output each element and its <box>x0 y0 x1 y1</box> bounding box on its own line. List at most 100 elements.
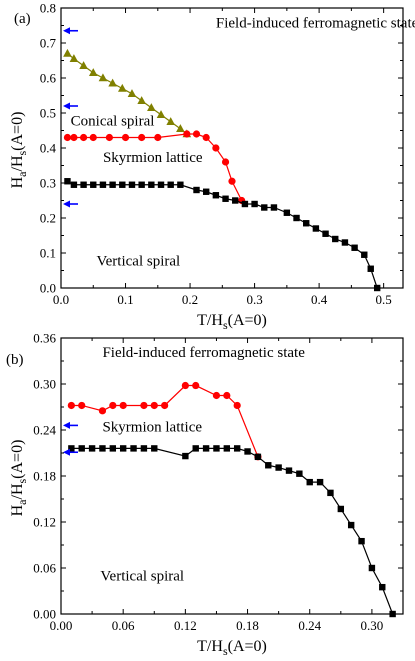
y-tick-label: 0.2 <box>40 211 56 226</box>
y-tick-label: 0.7 <box>40 36 57 51</box>
data-point <box>119 401 127 410</box>
data-point <box>67 401 75 410</box>
data-point <box>241 200 249 208</box>
data-point <box>98 73 108 82</box>
data-point <box>147 103 156 111</box>
data-point <box>151 445 158 452</box>
data-point <box>192 445 199 452</box>
data-point <box>265 462 272 469</box>
data-point <box>202 445 210 452</box>
x-tick-label: 0.4 <box>311 292 328 307</box>
y-tick-label: 0.1 <box>40 246 56 261</box>
left-arrow-icon <box>63 448 70 456</box>
data-point <box>351 244 358 251</box>
y-tick-label: 0.36 <box>33 331 56 346</box>
data-point <box>244 448 251 455</box>
data-point <box>140 401 148 410</box>
data-point <box>358 537 365 545</box>
panel-label: (b) <box>6 352 24 368</box>
data-point <box>69 54 79 62</box>
data-point <box>202 188 210 195</box>
data-point <box>283 209 291 216</box>
data-point <box>337 505 345 513</box>
data-point <box>379 583 386 591</box>
x-tick-label: 0.12 <box>174 618 197 633</box>
region-annotation: Vertical spiral <box>100 568 184 584</box>
data-point <box>89 133 97 142</box>
data-point <box>223 391 231 400</box>
data-point <box>182 452 189 460</box>
data-point <box>78 401 86 410</box>
data-point <box>176 124 185 132</box>
data-point <box>99 445 106 452</box>
y-tick-label: 0.18 <box>33 469 56 484</box>
data-point <box>167 181 174 188</box>
series-line <box>67 133 243 201</box>
data-point <box>88 68 98 76</box>
y-tick-label: 0.24 <box>33 423 56 438</box>
data-point <box>367 265 374 272</box>
y-axis-label: Ha/Hs(A=0) <box>9 112 29 189</box>
data-point <box>221 158 230 166</box>
x-tick-label: 0.06 <box>112 618 135 633</box>
data-point <box>63 48 72 57</box>
data-point <box>341 239 349 246</box>
data-point <box>181 381 189 390</box>
left-arrow-icon <box>63 200 70 208</box>
data-point <box>80 181 87 188</box>
x-tick-label: 0.0 <box>53 292 69 307</box>
data-point <box>261 204 268 211</box>
data-point <box>212 192 220 199</box>
data-point <box>98 407 107 415</box>
data-point <box>270 204 278 211</box>
data-point <box>64 178 71 185</box>
data-point <box>251 200 258 208</box>
y-tick-label: 0.12 <box>33 515 56 530</box>
left-arrow-icon <box>63 27 70 35</box>
data-point <box>63 133 72 142</box>
data-point <box>193 186 200 194</box>
data-point <box>150 401 158 410</box>
data-point <box>161 401 169 410</box>
data-point <box>130 445 137 452</box>
region-annotation: Field-induced ferromagnetic state <box>102 345 305 361</box>
data-point <box>138 133 146 142</box>
data-point <box>303 220 310 227</box>
data-point <box>68 445 75 452</box>
data-point <box>183 130 191 138</box>
series-line <box>67 180 378 289</box>
data-point <box>275 464 282 471</box>
y-tick-label: 0.00 <box>33 607 56 622</box>
data-point <box>88 445 96 452</box>
data-point <box>254 453 262 461</box>
data-point <box>212 144 220 152</box>
data-point <box>157 181 165 188</box>
x-tick-label: 0.00 <box>50 618 73 633</box>
data-point <box>109 181 116 188</box>
data-point <box>233 445 241 452</box>
panel-a: 0.0 0.1 0.2 0.3 0.4 0.5 0.0 0.1 0.2 0.3 0.4 0.5 0.6 0… <box>9 1 415 333</box>
data-point <box>121 133 130 142</box>
data-point <box>108 78 117 87</box>
x-tick-label: 0.2 <box>182 292 198 307</box>
data-point <box>118 83 127 92</box>
data-point <box>285 467 293 474</box>
x-tick-label: 0.5 <box>376 292 392 307</box>
data-point <box>156 110 166 118</box>
data-point <box>202 133 210 142</box>
y-tick-label: 0.4 <box>40 141 57 156</box>
data-point <box>140 445 148 452</box>
y-tick-label: 0.6 <box>40 71 57 86</box>
region-annotation: Field-induced ferromagnetic state <box>216 15 415 31</box>
data-point <box>296 470 303 477</box>
y-tick-label: 0.06 <box>33 561 56 576</box>
left-arrow-icon <box>63 421 70 429</box>
data-point <box>109 445 117 452</box>
data-point <box>212 391 221 400</box>
data-point <box>293 214 300 222</box>
panel-b: 0.00 0.06 0.12 0.18 0.24 0.30 0.00 0.06 0.12 0.18… <box>6 331 404 658</box>
region-annotation: Vertical spiral <box>96 253 180 269</box>
data-point <box>70 181 78 188</box>
data-point <box>148 181 155 188</box>
data-point <box>90 181 97 188</box>
